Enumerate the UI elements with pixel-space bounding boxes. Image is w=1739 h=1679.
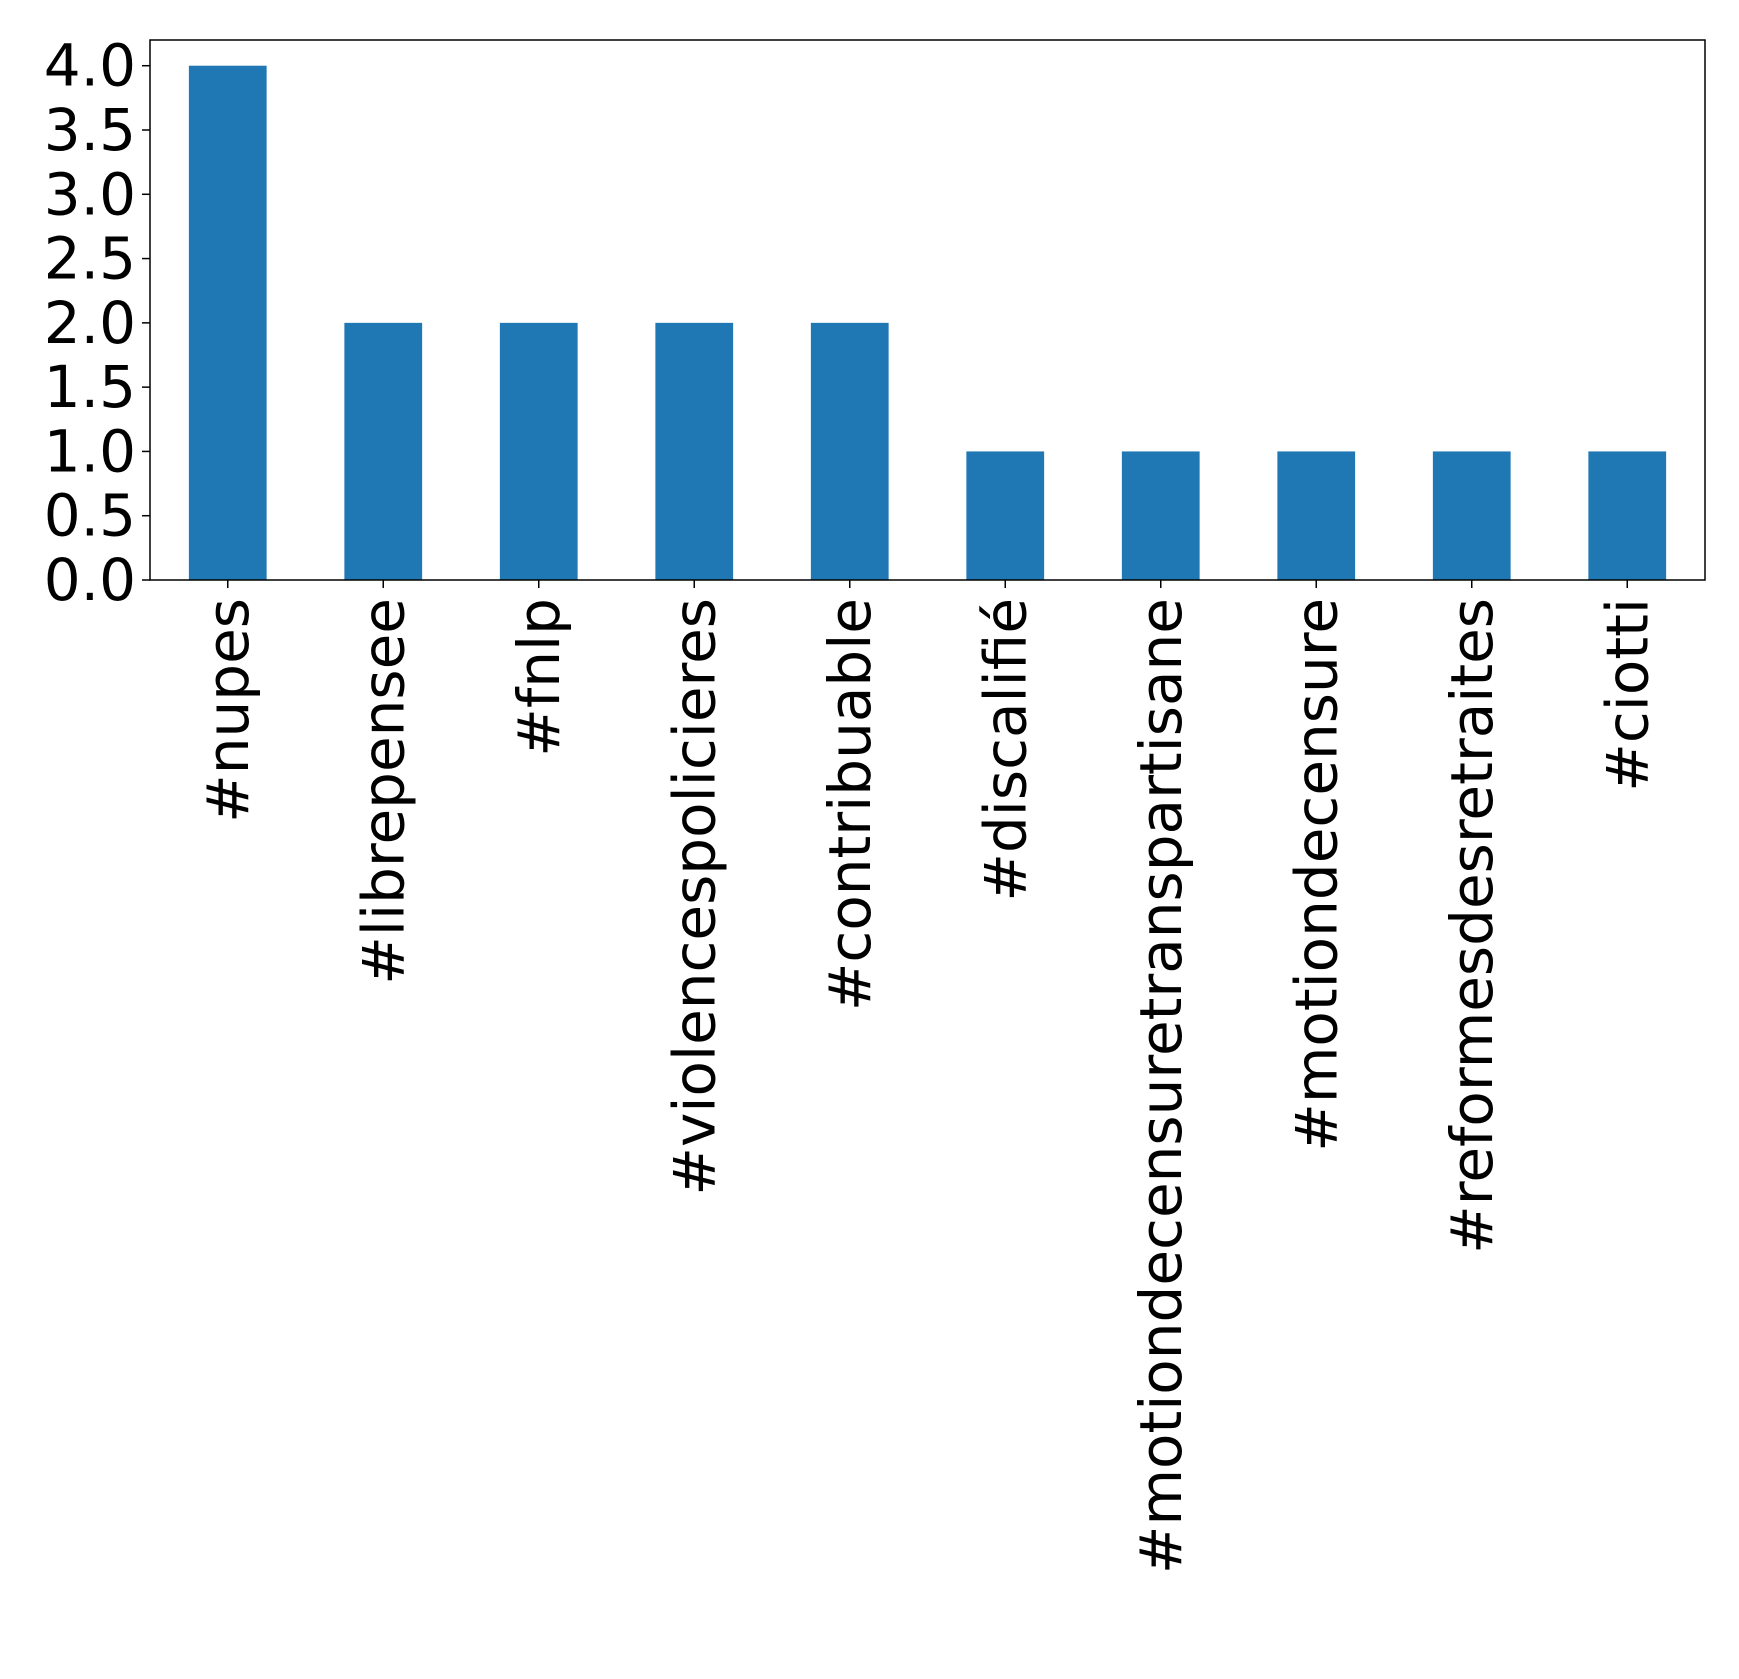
y-axis: 0.00.51.01.52.02.53.03.54.0 [44, 32, 150, 614]
x-tick-label-6: #motiondecensuretranspartisane [1127, 598, 1195, 1574]
bar-4 [810, 322, 889, 580]
bar-2 [499, 322, 578, 580]
x-tick-label-9: #ciotti [1593, 598, 1661, 792]
y-tick-label-2: 1.0 [44, 417, 136, 485]
y-tick-label-1: 0.5 [44, 482, 136, 550]
bar-3 [655, 322, 734, 580]
bar-6 [1121, 451, 1200, 580]
y-tick-label-8: 4.0 [44, 32, 136, 100]
bar-0 [188, 65, 267, 580]
x-tick-label-8: #reformesdesretraites [1438, 598, 1506, 1254]
bar-9 [1588, 451, 1667, 580]
y-tick-label-3: 1.5 [44, 353, 136, 421]
y-tick-label-5: 2.5 [44, 225, 136, 293]
bar-1 [344, 322, 423, 580]
bar-5 [966, 451, 1045, 580]
x-tick-label-5: #discalifié [971, 598, 1039, 902]
bar-8 [1432, 451, 1511, 580]
x-axis: #nupes #librepensee #fnlp #violencespolicie… [194, 580, 1661, 1574]
bars-layer [188, 65, 1667, 580]
plot-frame [149, 39, 1706, 581]
x-tick-label-1: #librepensee [349, 598, 417, 985]
x-tick-label-3: #violencespolicieres [660, 598, 728, 1196]
y-tick-label-4: 2.0 [44, 289, 136, 357]
y-tick-label-7: 3.5 [44, 96, 136, 164]
x-tick-label-7: #motiondecensure [1282, 598, 1350, 1152]
x-tick-label-4: #contribuable [816, 598, 884, 1011]
bar-7 [1277, 451, 1356, 580]
y-tick-label-0: 0.0 [44, 546, 136, 614]
x-tick-label-2: #fnlp [505, 598, 573, 757]
y-tick-label-6: 3.0 [44, 160, 136, 228]
x-tick-label-0: #nupes [194, 598, 262, 823]
